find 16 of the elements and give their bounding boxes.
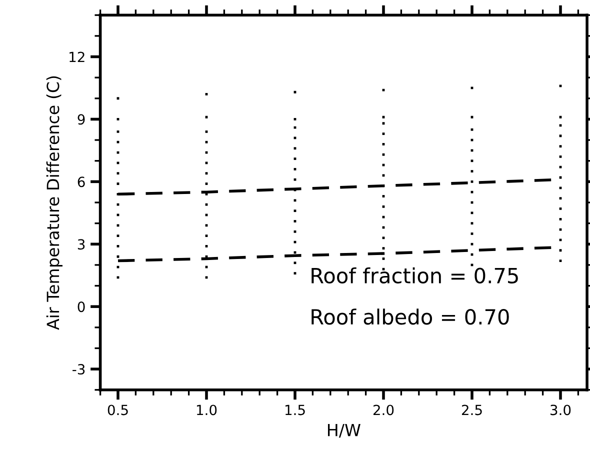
x-axis-title: H/W: [328, 424, 360, 438]
y-tick-label: 6: [78, 176, 85, 188]
x-tick-label: 2.0: [373, 404, 394, 416]
y-tick-label: 12: [70, 52, 84, 62]
x-tick-label: 1.5: [285, 404, 305, 416]
x-tick-label: 0.5: [108, 404, 128, 416]
x-tick-label: 1.0: [196, 404, 217, 416]
x-tick-label: 2.5: [462, 404, 482, 416]
y-tick-label: -3: [72, 364, 85, 375]
annotation: Roof fraction = 0.75: [312, 267, 518, 284]
annotation: Roof albedo = 0.70: [312, 308, 509, 325]
y-tick-label: 0: [78, 302, 85, 312]
x-tick-label: 3.0: [550, 404, 571, 416]
y-tick-label: 3: [78, 239, 85, 250]
y-axis-title: Air Temperature Difference (C): [46, 76, 62, 330]
y-tick-label: 9: [78, 114, 85, 125]
